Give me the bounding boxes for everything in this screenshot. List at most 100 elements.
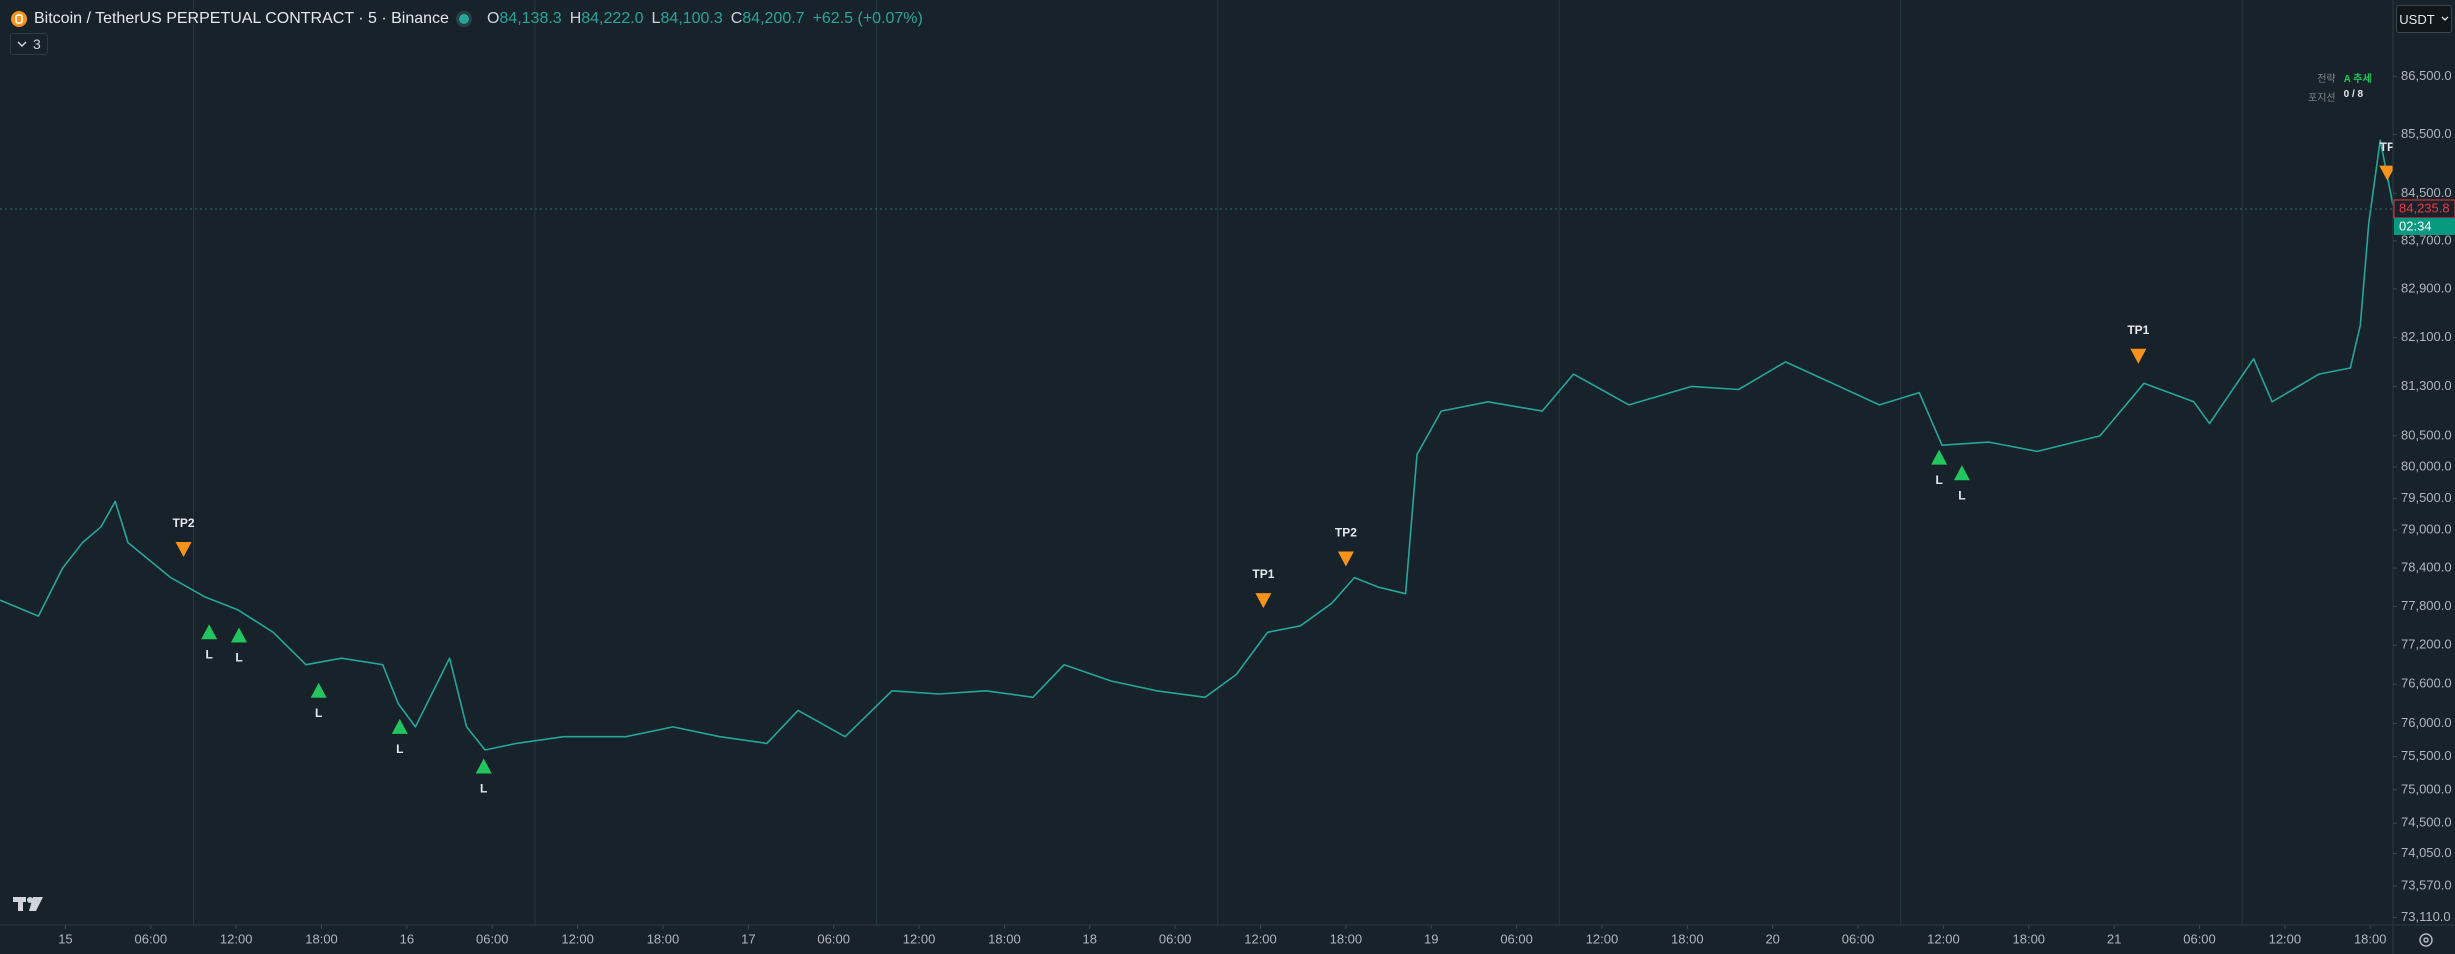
plot-area: TP2 L L L L L TP1 TP2 L L TP1 TP	[0, 0, 2395, 925]
x-tick-label: 18:00	[1330, 931, 1363, 946]
price-line	[0, 139, 2393, 751]
x-tick-label: 06:00	[817, 931, 850, 946]
y-tick-label: 75,000.0	[2401, 781, 2452, 796]
ohlc-key: L	[651, 10, 661, 27]
y-tick-label: 82,900.0	[2401, 280, 2452, 295]
signal-label: TP2	[173, 516, 195, 530]
last-price-label: 84,235.8	[2399, 200, 2450, 215]
signal-label: TP1	[2127, 323, 2149, 337]
ohlc-value: 84,222.0	[581, 10, 644, 27]
market-status	[458, 14, 469, 24]
long-signal	[391, 718, 408, 734]
info-value: 0 / 8	[2343, 89, 2364, 100]
price-change: +62.5 (+0.07%)	[812, 10, 923, 27]
signal-label: L	[315, 706, 322, 720]
x-tick-label: 06:00	[1500, 931, 1533, 946]
ohlc: O84,138.3 H84,222.0 L84,100.3 C84,200.7	[479, 10, 805, 28]
x-tick-label: 16	[400, 931, 414, 946]
signal-label: L	[1935, 473, 1942, 487]
x-tick-label: 17	[741, 931, 755, 946]
y-tick-label: 80,000.0	[2401, 458, 2452, 473]
x-tick-label: 19	[1424, 931, 1438, 946]
ohlc-value: 84,100.3	[660, 10, 723, 27]
y-tick-label: 84,500.0	[2401, 185, 2452, 200]
info-key: 포지션	[2308, 93, 2336, 104]
x-tick-label: 18:00	[2013, 931, 2046, 946]
y-tick-label: 77,800.0	[2401, 598, 2452, 613]
long-signal	[475, 758, 492, 774]
x-tick-label: 12:00	[1927, 931, 1960, 946]
y-tick-label: 79,000.0	[2401, 521, 2452, 536]
signal-label: L	[205, 647, 212, 661]
ohlc-key: H	[569, 10, 582, 27]
x-tick-label: 12:00	[220, 931, 253, 946]
symbol-name[interactable]: Bitcoin / TetherUS PERPETUAL CONTRACT · …	[34, 10, 449, 27]
tv-logo	[13, 897, 43, 911]
y-tick-label: 83,700.0	[2401, 232, 2452, 247]
x-tick-label: 20	[1765, 931, 1779, 946]
currency-select[interactable]: USDT	[2396, 5, 2452, 33]
y-tick-label: 73,110.0	[2401, 909, 2451, 924]
x-tick-label: 06:00	[1842, 931, 1875, 946]
y-tick-label: 74,500.0	[2401, 815, 2452, 830]
y-tick-label: 76,600.0	[2401, 676, 2452, 691]
tp-signal	[2130, 348, 2147, 364]
y-tick-label: 80,500.0	[2401, 427, 2452, 442]
y-tick-label: 85,500.0	[2401, 126, 2452, 141]
chevron	[2441, 16, 2449, 21]
info-key: 전략	[2317, 74, 2336, 85]
signal-label: TP	[2380, 140, 2395, 154]
info-value: A 추세	[2343, 74, 2372, 85]
x-tick-label: 06:00	[1159, 931, 1192, 946]
y-tick-label: 75,500.0	[2401, 748, 2452, 763]
y-tick-label: 77,200.0	[2401, 637, 2452, 652]
long-signal	[231, 627, 248, 643]
chevron	[17, 41, 27, 48]
x-tick-label: 06:00	[476, 931, 509, 946]
x-tick-label: 18:00	[305, 931, 338, 946]
settings-icon[interactable]	[2419, 933, 2433, 947]
y-tick-label: 74,050.0	[2401, 845, 2452, 860]
y-tick-label: 73,570.0	[2401, 878, 2452, 893]
x-tick-label: 18:00	[647, 931, 680, 946]
y-tick-label: 76,000.0	[2401, 715, 2452, 730]
x-tick-label: 12:00	[1244, 931, 1277, 946]
x-tick-label: 06:00	[135, 931, 168, 946]
ohlc-value: 84,138.3	[499, 10, 562, 27]
currency: USDT	[2399, 11, 2435, 27]
signal-label: L	[396, 742, 403, 756]
long-signal	[1953, 465, 1970, 481]
x-tick-label: 18:00	[2354, 931, 2387, 946]
strategy-info: 전략 A 추세 포지션 0 / 8	[2308, 70, 2372, 104]
countdown-box	[2394, 217, 2455, 235]
y-tick-label: 82,100.0	[2401, 329, 2452, 344]
x-tick-label: 21	[2107, 931, 2121, 946]
tp-signal	[2379, 165, 2393, 181]
x-tick-label: 18:00	[1671, 931, 1704, 946]
long-signal	[310, 682, 327, 698]
y-tick-label: 78,400.0	[2401, 560, 2452, 575]
signal-label: L	[235, 651, 242, 665]
signal-label: TP2	[1335, 526, 1357, 540]
ohlc-key: C	[730, 10, 743, 27]
x-tick-label: 18	[1083, 931, 1097, 946]
x-tick-label: 12:00	[903, 931, 936, 946]
countdown: 02:34	[2399, 218, 2432, 233]
x-tick-label: 06:00	[2183, 931, 2216, 946]
indicator-toggle[interactable]: 3	[10, 33, 48, 55]
tp-signal	[1255, 593, 1272, 609]
x-tick-label: 12:00	[561, 931, 594, 946]
ohlc-key: O	[486, 10, 500, 27]
tp-signal	[175, 541, 192, 557]
x-tick-label: 12:00	[2269, 931, 2302, 946]
x-tick-label: 15	[58, 931, 72, 946]
tp-signal	[1337, 551, 1354, 567]
indicator-count: 3	[33, 36, 41, 52]
symbol-header: Bitcoin / TetherUS PERPETUAL CONTRACT · …	[10, 7, 923, 31]
y-tick-label: 79,500.0	[2401, 490, 2452, 505]
long-signal	[1931, 449, 1948, 465]
long-signal	[201, 624, 218, 640]
y-tick-label: 81,300.0	[2401, 378, 2452, 393]
signal-label: L	[1958, 488, 1965, 502]
